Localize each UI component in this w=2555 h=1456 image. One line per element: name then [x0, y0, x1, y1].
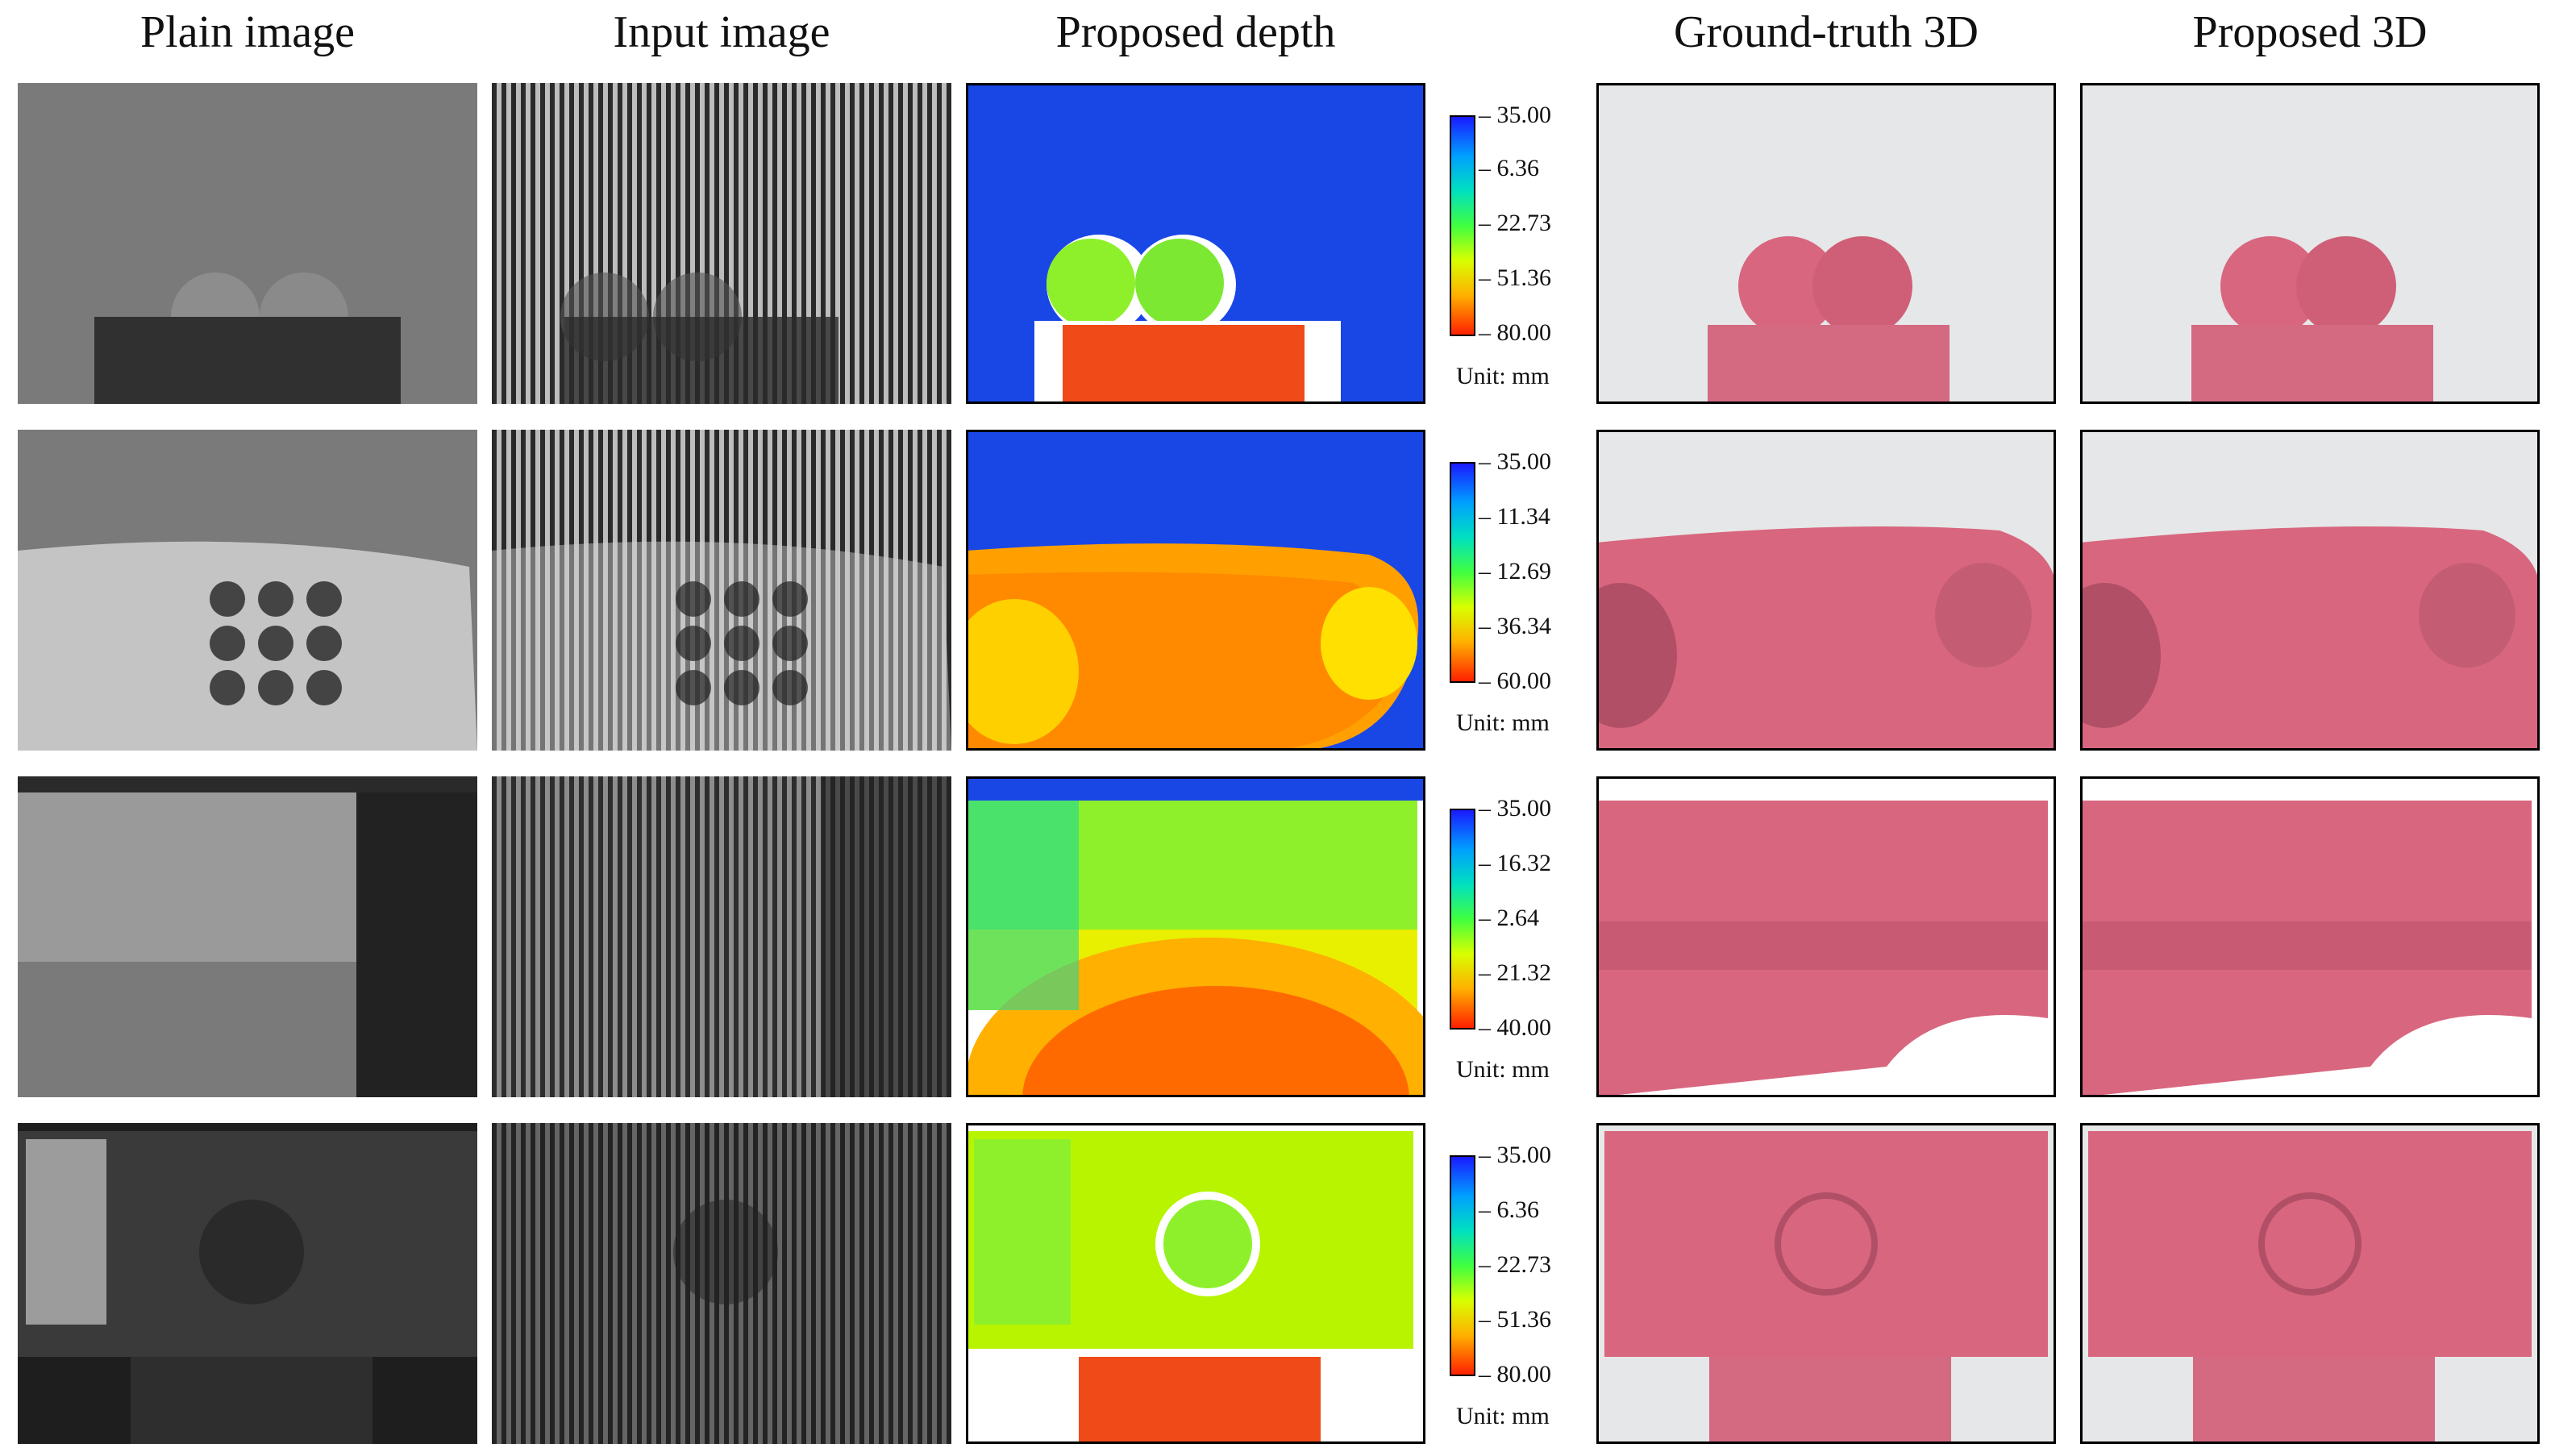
colorbar-row-2	[1450, 462, 1475, 683]
colorbar-tick: 2.64	[1479, 906, 1540, 930]
colorbar-tick: 36.34	[1479, 614, 1552, 639]
input-image-row-1	[492, 83, 951, 404]
plain-image-row-2	[18, 430, 477, 751]
unit-label: Unit: mm	[1456, 709, 1550, 736]
unit-label: Unit: mm	[1456, 363, 1550, 389]
header-proposed-3d: Proposed 3D	[2192, 7, 2428, 57]
colorbar-row-1	[1450, 115, 1475, 336]
colorbar-tick: 6.36	[1479, 1198, 1540, 1222]
proposed-depth-row-2	[966, 430, 1425, 751]
header-ground-truth-3d: Ground-truth 3D	[1674, 7, 1979, 57]
colorbar-row-4	[1450, 1155, 1475, 1376]
colorbar-tick: 16.32	[1479, 851, 1552, 876]
ground-truth-3d-row-2	[1596, 430, 2056, 751]
colorbar-tick: 60.00	[1479, 669, 1552, 693]
input-image-row-3	[492, 776, 951, 1097]
colorbar-tick: 35.00	[1479, 103, 1552, 127]
plain-image-row-3	[18, 776, 477, 1097]
input-image-row-4	[492, 1123, 951, 1444]
header-input-image: Input image	[613, 7, 830, 57]
proposed-3d-row-1	[2080, 83, 2540, 404]
colorbar-tick: 12.69	[1479, 560, 1552, 584]
plain-image-row-4	[18, 1123, 477, 1444]
colorbar-tick: 11.34	[1479, 505, 1550, 529]
proposed-depth-row-1	[966, 83, 1425, 404]
colorbar-tick: 80.00	[1479, 321, 1552, 345]
colorbar-tick: 22.73	[1479, 211, 1552, 235]
ground-truth-3d-row-1	[1596, 83, 2056, 404]
colorbar-tick: 40.00	[1479, 1016, 1552, 1040]
unit-label: Unit: mm	[1456, 1056, 1550, 1083]
ground-truth-3d-row-3	[1596, 776, 2056, 1097]
proposed-3d-row-2	[2080, 430, 2540, 751]
input-image-row-2	[492, 430, 951, 751]
proposed-3d-row-3	[2080, 776, 2540, 1097]
colorbar-tick: 22.73	[1479, 1253, 1552, 1277]
ground-truth-3d-row-4	[1596, 1123, 2056, 1444]
colorbar-tick: 35.00	[1479, 450, 1552, 474]
colorbar-tick: 21.32	[1479, 961, 1552, 985]
colorbar-tick: 6.36	[1479, 156, 1540, 181]
header-proposed-depth: Proposed depth	[1055, 7, 1336, 57]
unit-label: Unit: mm	[1456, 1403, 1550, 1429]
proposed-depth-row-4	[966, 1123, 1425, 1444]
proposed-3d-row-4	[2080, 1123, 2540, 1444]
colorbar-tick: 51.36	[1479, 1308, 1552, 1332]
colorbar-row-3	[1450, 809, 1475, 1030]
plain-image-row-1	[18, 83, 477, 404]
colorbar-tick: 35.00	[1479, 1143, 1552, 1167]
header-plain-image: Plain image	[140, 7, 355, 57]
proposed-depth-row-3	[966, 776, 1425, 1097]
colorbar-tick: 80.00	[1479, 1362, 1552, 1387]
colorbar-tick: 35.00	[1479, 797, 1552, 821]
colorbar-tick: 51.36	[1479, 266, 1552, 290]
